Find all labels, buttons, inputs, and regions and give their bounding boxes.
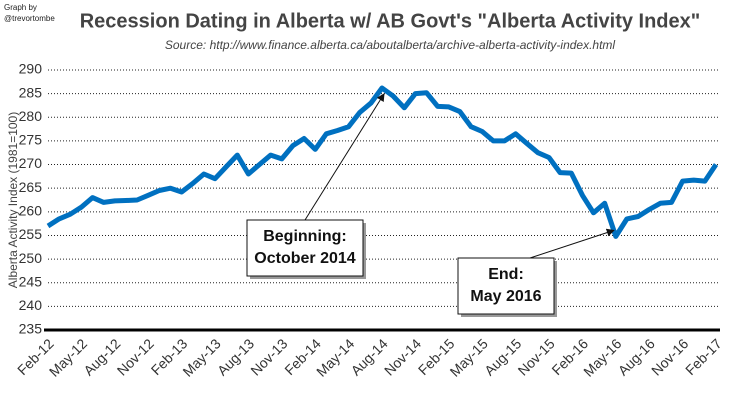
annotation-box [457, 257, 555, 315]
y-tick-label: 290 [19, 61, 43, 77]
x-tick-label: May-14 [313, 335, 357, 379]
annotation-text: May 2016 [470, 288, 541, 305]
y-tick-label: 250 [19, 250, 43, 266]
y-tick-label: 265 [19, 179, 43, 195]
y-tick-label: 255 [19, 226, 43, 242]
x-tick-label: Nov-13 [247, 335, 290, 378]
x-tick-label: May-16 [580, 335, 624, 379]
annotation-text: October 2014 [254, 250, 355, 267]
annotation-text: Beginning: [263, 228, 347, 245]
data-line [46, 85, 719, 239]
y-tick-label: 235 [19, 321, 43, 337]
y-tick-label: 285 [19, 84, 43, 100]
y-tick-label: 270 [19, 155, 43, 171]
y-tick-label: 280 [19, 108, 43, 124]
subtitle: Source: http://www.finance.alberta.ca/ab… [165, 38, 616, 52]
annotation-text: End: [488, 266, 524, 283]
chart-title: Recession Dating in Alberta w/ AB Govt's… [80, 10, 701, 32]
y-tick-label: 275 [19, 132, 43, 148]
arrow [304, 93, 385, 221]
x-tick-label: Nov-14 [381, 335, 424, 378]
x-tick-label: Feb-17 [682, 335, 725, 378]
x-tick-label: Nov-15 [515, 335, 558, 378]
credit: Graph by [4, 3, 37, 12]
credit: @trevortombe [4, 14, 55, 23]
arrow [529, 228, 615, 259]
y-axis-label: Alberta Activity Index (1981=100) [6, 112, 20, 288]
y-tick-label: 240 [19, 297, 43, 313]
x-tick-label: Nov-12 [114, 335, 157, 378]
x-tick-label: Nov-16 [648, 335, 691, 378]
annotation-box [246, 219, 364, 277]
y-tick-label: 245 [19, 273, 43, 289]
x-tick-label: May-15 [447, 335, 491, 379]
y-tick-label: 260 [19, 203, 43, 219]
x-tick-label: May-12 [46, 335, 90, 379]
x-tick-label: May-13 [179, 335, 223, 379]
